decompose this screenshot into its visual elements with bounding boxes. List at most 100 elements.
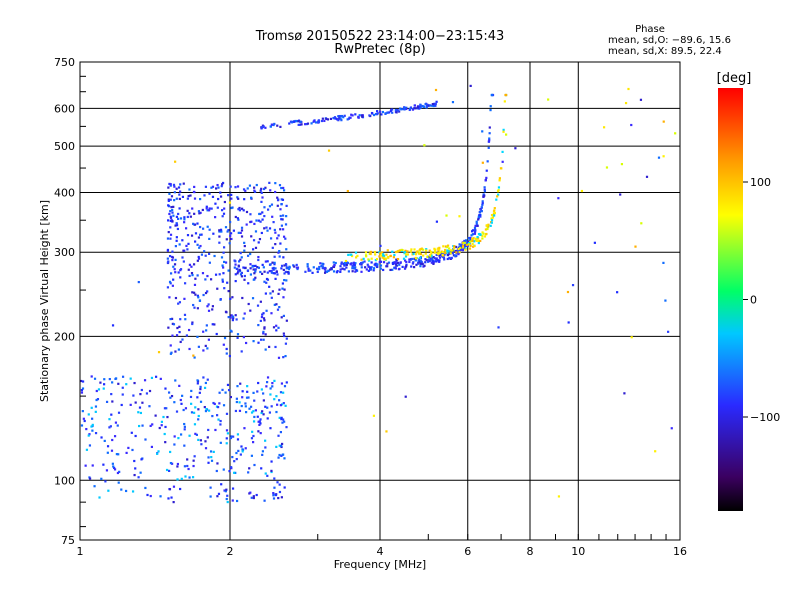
echo-point: [238, 401, 241, 404]
echo-point: [199, 439, 203, 442]
echo-point: [471, 242, 474, 245]
echo-point: [280, 496, 283, 499]
echo-point: [481, 237, 484, 240]
echo-point: [170, 195, 174, 198]
echo-point: [269, 393, 272, 396]
echo-point: [220, 230, 223, 233]
echo-point: [227, 269, 230, 272]
echo-point: [173, 401, 176, 404]
echo-point: [202, 330, 205, 333]
echo-point: [191, 322, 194, 326]
echo-point: [446, 253, 450, 257]
echo-point: [223, 207, 226, 210]
x-tick-label: 2: [227, 545, 234, 558]
echo-point: [262, 317, 266, 320]
echo-point: [481, 130, 484, 133]
echo-point: [376, 263, 379, 266]
echo-point: [459, 244, 462, 247]
echo-point: [188, 188, 191, 191]
echo-point: [276, 124, 279, 127]
y-tick-label: 500: [54, 140, 75, 153]
echo-point: [428, 255, 431, 259]
echo-point: [226, 281, 229, 284]
echo-point: [514, 147, 517, 150]
echo-point: [364, 251, 368, 254]
echo-point: [239, 258, 242, 261]
echo-point: [434, 102, 437, 106]
echo-point: [171, 334, 174, 337]
echo-point: [237, 449, 240, 453]
echo-point: [374, 253, 377, 256]
echo-point: [249, 491, 252, 494]
echo-point: [257, 420, 260, 423]
echo-point: [90, 375, 93, 378]
echo-point: [201, 272, 205, 275]
echo-point: [422, 254, 425, 257]
echo-point: [421, 104, 424, 108]
echo-point: [273, 303, 276, 306]
echo-point: [242, 188, 246, 191]
echo-point: [117, 382, 120, 385]
echo-point: [349, 263, 352, 266]
echo-point: [418, 258, 421, 261]
echo-point: [265, 226, 268, 229]
echo-point: [111, 400, 114, 403]
echo-point: [395, 111, 398, 114]
echo-point: [145, 392, 149, 395]
echo-point: [214, 428, 217, 432]
echo-point: [193, 283, 197, 286]
echo-point: [160, 420, 163, 423]
echo-point: [87, 413, 90, 416]
echo-point: [246, 390, 249, 393]
echo-point: [497, 193, 500, 196]
echo-point: [281, 214, 285, 217]
echo-point: [428, 259, 431, 263]
echo-point: [344, 259, 348, 263]
echo-point: [243, 249, 246, 252]
echo-point: [448, 247, 451, 250]
echo-point: [307, 267, 310, 270]
echo-point: [243, 241, 246, 244]
echo-point: [171, 284, 174, 287]
echo-point: [260, 315, 264, 319]
echo-point: [374, 112, 378, 116]
echo-point: [200, 253, 204, 256]
echo-point: [479, 208, 482, 211]
echo-point: [91, 417, 94, 420]
echo-point: [312, 266, 315, 269]
echo-point: [106, 445, 110, 448]
echo-point: [178, 193, 181, 196]
echo-point: [285, 267, 288, 270]
echo-point: [479, 233, 482, 236]
echo-point: [277, 234, 280, 237]
echo-point: [253, 189, 256, 192]
echo-point: [250, 496, 253, 499]
echo-point: [460, 245, 463, 248]
echo-point: [271, 382, 274, 385]
echo-point: [272, 326, 276, 329]
echo-point: [172, 183, 176, 186]
echo-point: [172, 323, 176, 326]
echo-point: [247, 471, 250, 474]
echo-point: [418, 251, 421, 254]
echo-point: [252, 239, 256, 242]
echo-point: [268, 205, 272, 208]
echo-point: [465, 243, 468, 247]
echo-point: [176, 462, 180, 466]
echo-point: [442, 245, 445, 248]
echo-point: [414, 256, 417, 260]
echo-point: [189, 215, 192, 218]
echo-point: [418, 256, 422, 260]
echo-point: [355, 268, 358, 272]
echo-point: [473, 232, 476, 235]
echo-point: [281, 228, 285, 231]
echo-point: [217, 492, 221, 495]
echo-point: [110, 449, 114, 452]
echo-point: [282, 296, 285, 299]
echo-point: [208, 207, 211, 210]
echo-point: [254, 409, 257, 412]
echo-point: [83, 419, 86, 423]
echo-point: [179, 183, 182, 186]
echo-point: [490, 219, 494, 222]
echo-point: [190, 234, 194, 237]
